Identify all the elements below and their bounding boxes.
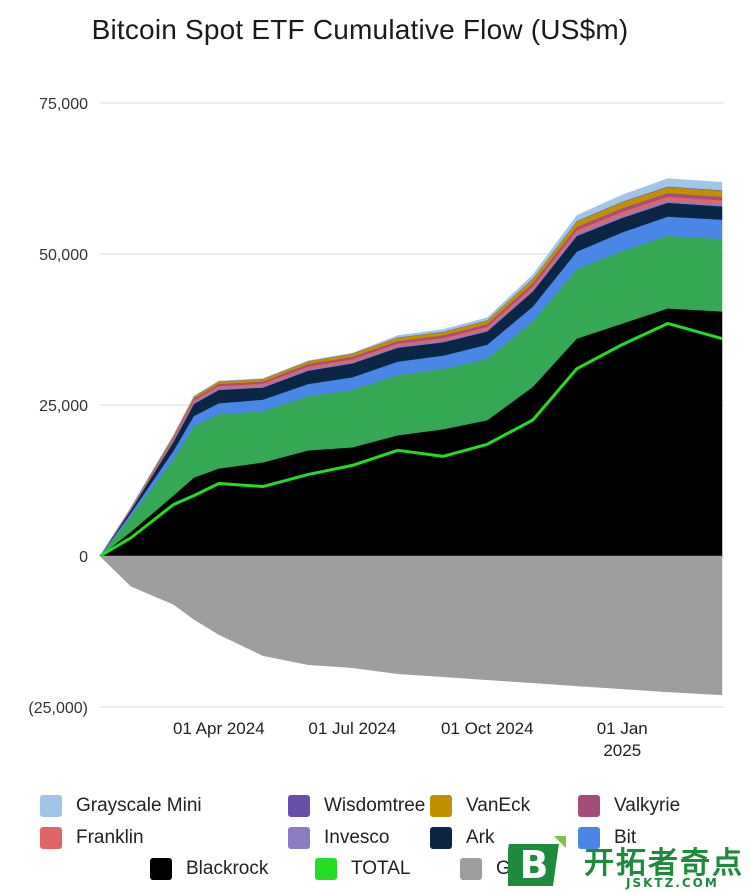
legend-swatch xyxy=(315,858,337,880)
y-tick-label: 75,000 xyxy=(39,96,88,113)
legend-label: TOTAL xyxy=(351,858,411,879)
legend-item: Grayscale Mini xyxy=(40,792,202,820)
area-grayscale-mini xyxy=(99,178,723,557)
y-tick-label: 25,000 xyxy=(39,398,88,415)
legend-item: Valkyrie xyxy=(578,792,680,820)
legend-item: Franklin xyxy=(40,824,144,852)
legend-swatch xyxy=(430,827,452,849)
legend-swatch xyxy=(288,827,310,849)
stacked-areas xyxy=(99,178,723,696)
watermark: B 开拓者奇点 JSKTZ.COM xyxy=(508,832,750,893)
legend-label: Valkyrie xyxy=(614,795,681,816)
legend-label: Blackrock xyxy=(186,858,269,879)
watermark-cn-text: 开拓者奇点 xyxy=(584,846,744,881)
legend-item: Wisdomtree xyxy=(288,792,425,820)
legend-item: VanEck xyxy=(430,792,530,820)
x-tick-label: 01 Jan 2025 xyxy=(597,719,648,760)
watermark-logo: B xyxy=(508,836,566,887)
legend-label: Grayscale Mini xyxy=(76,795,202,816)
watermark-en-text: JSKTZ.COM xyxy=(626,876,719,890)
total-line-layer xyxy=(99,321,723,558)
x-tick-label: 01 Apr 2024 xyxy=(173,719,265,738)
y-tick-label: (25,000) xyxy=(28,700,88,717)
legend-label: Bit xyxy=(614,827,637,848)
total-line xyxy=(99,321,723,558)
legend-item: Ark xyxy=(430,824,495,852)
svg-text:B: B xyxy=(520,843,549,887)
x-tick-label: 01 Jul 2024 xyxy=(308,719,396,738)
chart-title: Bitcoin Spot ETF Cumulative Flow (US$m) xyxy=(91,14,629,45)
legend-swatch xyxy=(288,795,310,817)
legend-label: Wisdomtree xyxy=(324,795,426,816)
legend-swatch xyxy=(40,795,62,817)
x-axis-ticks: 01 Apr 2024 01 Jul 2024 01 Oct 2024 01 Jan 2… xyxy=(173,719,648,760)
legend-swatch xyxy=(150,858,172,880)
legend-swatch xyxy=(40,827,62,849)
legend-label: VanEck xyxy=(466,795,531,816)
legend-item: G xyxy=(460,855,511,883)
y-axis-ticks: 75,000 50,000 25,000 0 (25,000) xyxy=(28,96,88,717)
legend-label: Franklin xyxy=(76,827,144,848)
legend-swatch xyxy=(578,795,600,817)
area-grayscale xyxy=(99,555,723,696)
y-tick-label: 50,000 xyxy=(39,247,88,264)
legend-label: Invesco xyxy=(324,827,390,848)
legend-label: Ark xyxy=(466,827,495,848)
legend-item: Blackrock xyxy=(150,855,268,883)
y-tick-label: 0 xyxy=(79,549,88,566)
legend-swatch xyxy=(460,858,482,880)
legend-item: Invesco xyxy=(288,824,389,852)
legend-swatch xyxy=(578,827,600,849)
legend-item: TOTAL xyxy=(315,855,410,883)
x-tick-label: 01 Oct 2024 xyxy=(441,719,534,738)
legend-item: Bit xyxy=(578,824,636,852)
legend-swatch xyxy=(430,795,452,817)
